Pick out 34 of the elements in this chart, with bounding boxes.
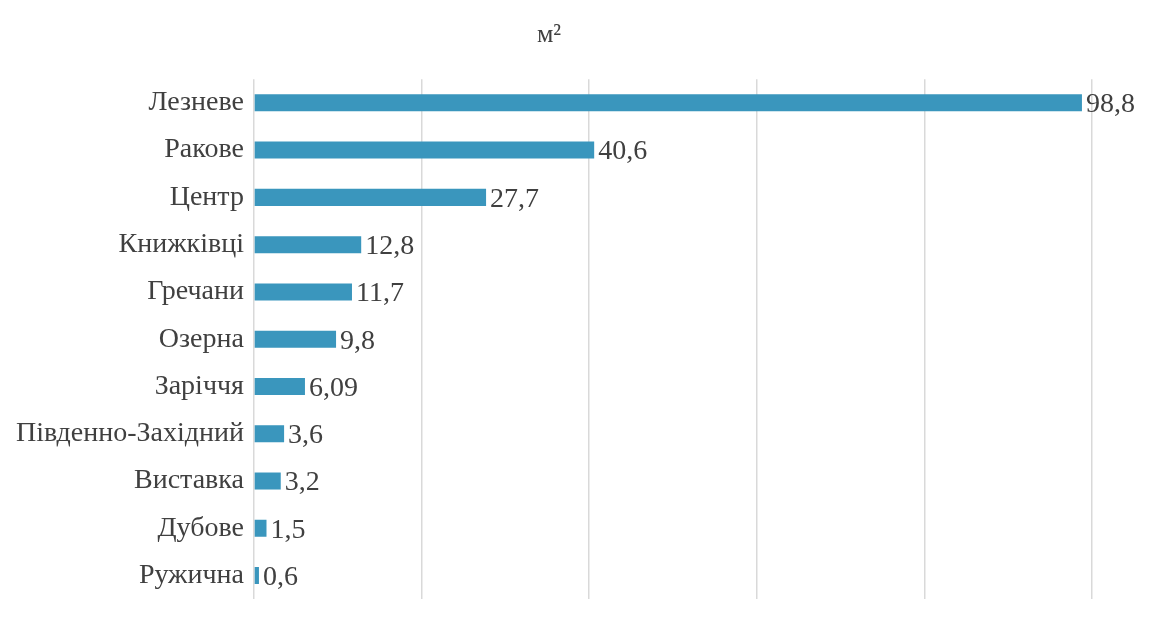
data-label: 9,8 <box>340 323 376 355</box>
bar <box>254 94 1082 112</box>
bar <box>254 472 281 490</box>
y-tick-label: Дубове <box>157 510 244 542</box>
bar <box>254 519 267 537</box>
y-tick-label: Озерна <box>158 321 245 353</box>
data-label: 1,5 <box>270 512 306 544</box>
y-tick-label: Гречани <box>147 274 244 306</box>
data-label: 98,8 <box>1085 87 1135 119</box>
data-label: 0,6 <box>262 559 298 591</box>
data-label: 11,7 <box>355 276 404 308</box>
y-tick-label: Південно-Західний <box>15 416 244 448</box>
bar <box>254 283 352 301</box>
data-label: 6,09 <box>308 370 358 402</box>
bar <box>254 236 362 254</box>
y-tick-label: Книжківці <box>118 227 245 259</box>
y-tick-label: Заріччя <box>154 368 245 400</box>
bar <box>254 188 487 206</box>
chart-title: м² <box>536 19 562 49</box>
bar <box>254 330 337 348</box>
bar <box>254 141 595 159</box>
y-tick-label: Ракове <box>164 132 244 164</box>
data-label: 3,2 <box>284 465 320 497</box>
y-tick-label: Центр <box>169 179 244 211</box>
data-label: 40,6 <box>598 134 648 166</box>
y-tick-label: Виставка <box>134 463 245 495</box>
y-tick-label: Ружична <box>138 557 245 589</box>
bar <box>254 425 285 443</box>
data-label: 3,6 <box>288 418 324 450</box>
bar <box>254 567 259 585</box>
data-label: 27,7 <box>490 181 540 213</box>
y-tick-label: Лезневе <box>148 85 244 117</box>
data-label: 12,8 <box>365 229 415 261</box>
bar <box>254 377 305 395</box>
